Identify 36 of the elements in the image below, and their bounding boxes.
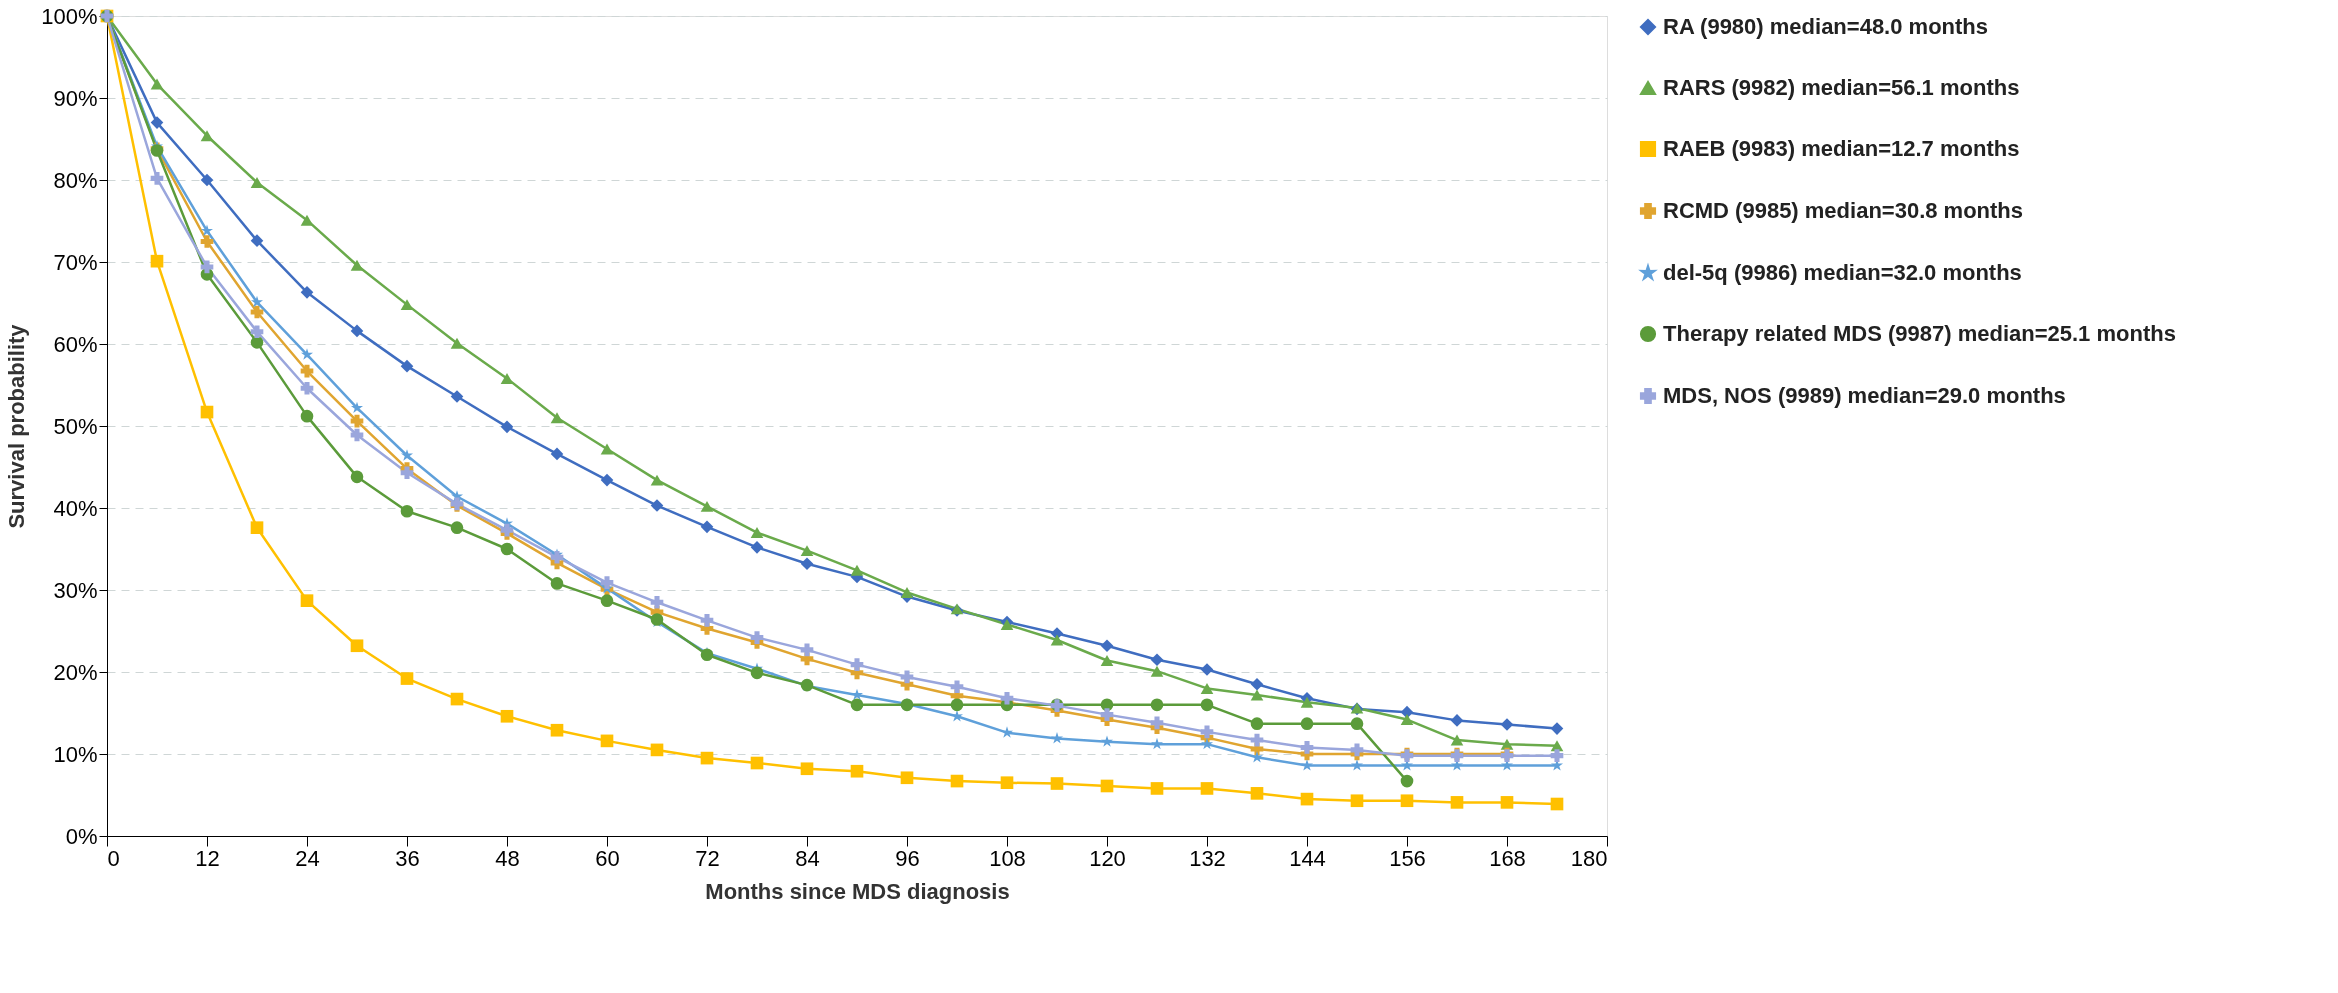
- legend-label: MDS, NOS (9989) median=29.0 months: [1663, 383, 2066, 408]
- x-tick-label: 84: [795, 845, 820, 871]
- x-tick-label: 12: [195, 845, 220, 871]
- y-tick-label: 40%: [53, 495, 98, 521]
- x-tick-label: 72: [695, 845, 720, 871]
- x-tick-label: 180: [1570, 845, 1608, 871]
- x-tick-label: 96: [895, 845, 920, 871]
- x-tick-label: 24: [295, 845, 320, 871]
- x-tick-label: 108: [989, 845, 1026, 871]
- x-tick-label: 132: [1189, 845, 1226, 871]
- legend-label: RCMD (9985) median=30.8 months: [1663, 198, 2024, 223]
- y-tick-label: 50%: [53, 413, 98, 439]
- y-tick-label: 20%: [53, 659, 98, 685]
- y-tick-label: 80%: [53, 167, 98, 193]
- legend-label: RA (9980) median=48.0 months: [1663, 14, 1989, 39]
- y-tick-label: 60%: [53, 331, 98, 357]
- legend-label: RARS (9982) median=56.1 months: [1663, 75, 2020, 100]
- legend-label: del-5q (9986) median=32.0 months: [1663, 260, 2022, 285]
- x-tick-label: 48: [495, 845, 520, 871]
- x-tick-label: 144: [1289, 845, 1326, 871]
- y-tick-label: 10%: [53, 741, 98, 767]
- y-tick-label: 30%: [53, 577, 98, 603]
- x-tick-label: 120: [1089, 845, 1126, 871]
- y-tick-label: 90%: [53, 85, 98, 111]
- y-tick-label: 70%: [53, 249, 98, 275]
- x-tick-label: 36: [395, 845, 420, 871]
- y-tick-label: 0%: [65, 823, 98, 849]
- legend-label: RAEB (9983) median=12.7 months: [1663, 136, 2020, 161]
- y-tick-label: 100%: [41, 3, 98, 29]
- y-axis-title: Survival probability: [4, 323, 30, 529]
- x-tick-label: 0: [107, 845, 120, 871]
- x-axis-title: Months since MDS diagnosis: [705, 878, 1010, 904]
- x-tick-label: 168: [1489, 845, 1526, 871]
- x-tick-label: 60: [595, 845, 620, 871]
- x-tick-label: 156: [1389, 845, 1426, 871]
- legend-label: Therapy related MDS (9987) median=25.1 months: [1663, 321, 2176, 346]
